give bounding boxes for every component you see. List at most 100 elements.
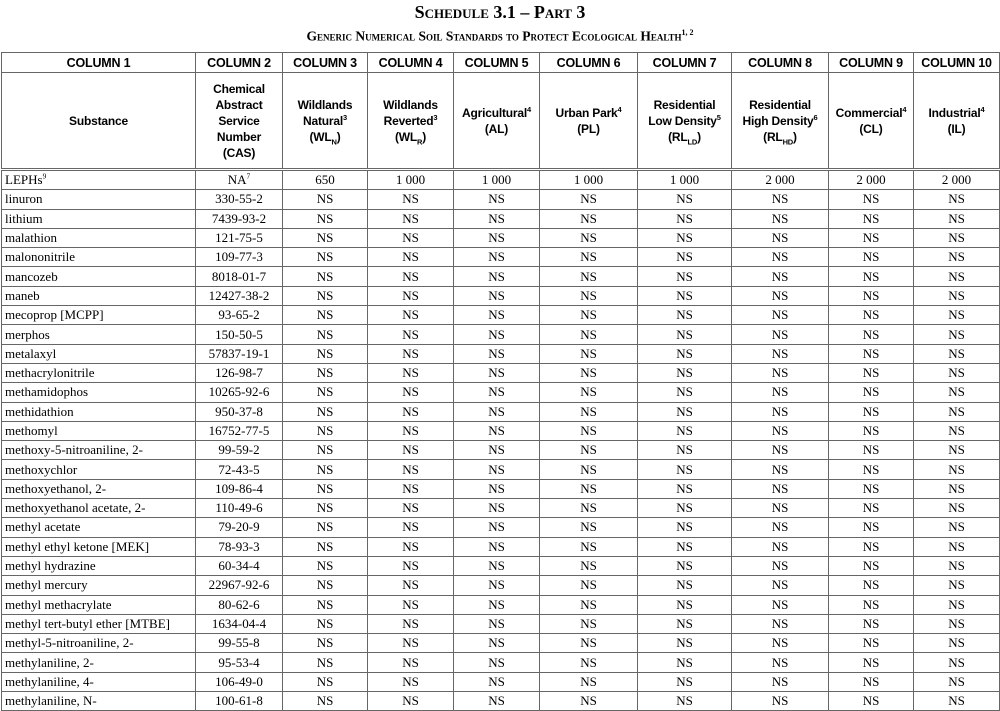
column-description-header: Industrial4 (IL) xyxy=(913,72,1000,171)
substance-cell: methyl ethyl ketone [MEK] xyxy=(1,536,196,557)
cas-cell: 100-61-8 xyxy=(195,691,283,711)
standard-value-cell: NS xyxy=(539,440,638,461)
standard-value-cell: NS xyxy=(828,459,914,480)
standard-value-cell: NS xyxy=(731,633,829,654)
standard-value-cell: NS xyxy=(282,459,368,480)
standard-value-cell: NS xyxy=(637,671,732,693)
standard-value-cell: 2 000 xyxy=(731,168,829,191)
footnote-ref: 7 xyxy=(246,171,251,181)
header-line: High Density6 xyxy=(732,113,828,129)
standard-value-cell: NS xyxy=(367,575,454,596)
standard-value-cell: NS xyxy=(367,517,454,538)
substance-cell: methomyl xyxy=(1,420,196,442)
standard-value-cell: NS xyxy=(828,478,914,500)
substance-cell: methoxyethanol acetate, 2- xyxy=(1,498,196,519)
standard-value-cell: NS xyxy=(539,401,638,422)
standard-value-cell: NS xyxy=(539,324,638,345)
table-row: methylaniline, N- 100-61-8 NS NS NS NS NS NS NS N… xyxy=(1,691,1000,711)
substance-name: malathion xyxy=(5,230,57,246)
standard-value-cell: NS xyxy=(539,285,638,307)
standard-value-cell: NS xyxy=(453,227,540,249)
standard-value-cell: NS xyxy=(913,285,1000,307)
abbreviation-subscript: N xyxy=(331,136,337,146)
cas-cell: 330-55-2 xyxy=(195,189,283,210)
substance-cell: merphos xyxy=(1,324,196,345)
substance-name: methyl mercury xyxy=(5,577,88,593)
cas-cell: 12427-38-2 xyxy=(195,285,283,307)
column-number-row: COLUMN 1 COLUMN 2 COLUMN 3 COLUMN 4 COLUMN 5… xyxy=(1,52,1000,73)
standard-value-cell: NS xyxy=(453,633,540,654)
cas-cell: 99-55-8 xyxy=(195,633,283,654)
standard-value-cell: NS xyxy=(282,575,368,596)
footnote-ref: 3 xyxy=(433,112,438,122)
standard-value-cell: NS xyxy=(282,324,368,345)
standard-value-cell: NS xyxy=(282,227,368,249)
standard-value-cell: NS xyxy=(828,285,914,307)
table-row: methyl tert-butyl ether [MTBE] 1634-04-4 N… xyxy=(1,613,1000,635)
standard-value-cell: NS xyxy=(539,498,638,519)
standard-value-cell: NS xyxy=(913,324,1000,345)
footnote-ref: 4 xyxy=(980,104,985,114)
standard-value-cell: NS xyxy=(828,613,914,635)
cas-number: 1634-04-4 xyxy=(211,615,267,631)
cas-cell: 57837-19-1 xyxy=(195,343,283,364)
substance-name: maneb xyxy=(5,287,40,303)
header-text: Residential xyxy=(653,97,716,112)
standard-value-cell: NS xyxy=(282,613,368,635)
standard-value-cell: NS xyxy=(282,633,368,654)
standard-value-cell: NS xyxy=(731,208,829,229)
header-line: Wildlands xyxy=(368,97,453,113)
standard-value-cell: NS xyxy=(282,555,368,577)
header-text: Residential xyxy=(749,97,811,112)
substance-name: mecoprop [MCPP] xyxy=(5,307,104,323)
footnote-ref: 4 xyxy=(902,104,907,114)
standard-value-cell: NS xyxy=(731,382,829,403)
standard-value-cell: NS xyxy=(282,401,368,422)
standard-value-cell: NS xyxy=(913,305,1000,326)
standard-value-cell: NS xyxy=(282,343,368,364)
substance-cell: lithium xyxy=(1,208,196,229)
substance-cell: methoxy-5-nitroaniline, 2- xyxy=(1,440,196,461)
cas-number: 99-59-2 xyxy=(218,442,260,458)
standard-value-cell: NS xyxy=(828,382,914,403)
cas-number: 109-77-3 xyxy=(215,249,263,265)
substance-name: methylaniline, 2- xyxy=(5,654,94,670)
header-line: Commercial4 xyxy=(829,105,913,121)
standard-value-cell: NS xyxy=(731,555,829,577)
cas-cell: 95-53-4 xyxy=(195,652,283,673)
header-line: Urban Park4 xyxy=(540,105,637,121)
cas-cell: 950-37-8 xyxy=(195,401,283,422)
standard-value-cell: NS xyxy=(913,652,1000,673)
substance-name: methidathion xyxy=(5,403,74,419)
standard-value-cell: NS xyxy=(539,671,638,693)
substance-name: methoxyethanol acetate, 2- xyxy=(5,500,146,516)
standard-value-cell: 650 xyxy=(282,168,368,191)
cas-cell: 106-49-0 xyxy=(195,671,283,693)
table-row: methomyl 16752-77-5 NS NS NS NS NS NS NS NS xyxy=(1,420,1000,442)
standard-value-cell: NS xyxy=(828,324,914,345)
standard-value-cell: NS xyxy=(913,266,1000,287)
table-row: mecoprop [MCPP] 93-65-2 NS NS NS NS NS NS NS NS xyxy=(1,305,1000,326)
cas-number: 72-43-5 xyxy=(218,461,260,477)
standard-value-cell: NS xyxy=(637,382,732,403)
table-row: linuron 330-55-2 NS NS NS NS NS NS NS NS xyxy=(1,189,1000,210)
column-description-header: Agricultural4 (AL) xyxy=(453,72,540,171)
standard-value-cell: NS xyxy=(731,459,829,480)
standard-value-cell: NS xyxy=(367,459,454,480)
cas-cell: 79-20-9 xyxy=(195,517,283,538)
header-line: Residential xyxy=(732,97,828,113)
standard-value-cell: NS xyxy=(453,324,540,345)
standard-value-cell: NS xyxy=(367,613,454,635)
substance-cell: maneb xyxy=(1,285,196,307)
table-row: methoxyethanol, 2- 109-86-4 NS NS NS NS NS NS NS… xyxy=(1,478,1000,500)
header-line: Reverted3 xyxy=(368,113,453,129)
standard-value-cell: NS xyxy=(367,498,454,519)
standard-value-cell: NS xyxy=(637,613,732,635)
header-line: Number xyxy=(196,129,282,145)
standard-value-cell: 2 000 xyxy=(913,168,1000,191)
standard-value-cell: NS xyxy=(913,633,1000,654)
standard-value-cell: NS xyxy=(731,362,829,384)
cas-cell: 80-62-6 xyxy=(195,594,283,615)
standard-value-cell: NS xyxy=(637,324,732,345)
substance-name: mancozeb xyxy=(5,268,58,284)
